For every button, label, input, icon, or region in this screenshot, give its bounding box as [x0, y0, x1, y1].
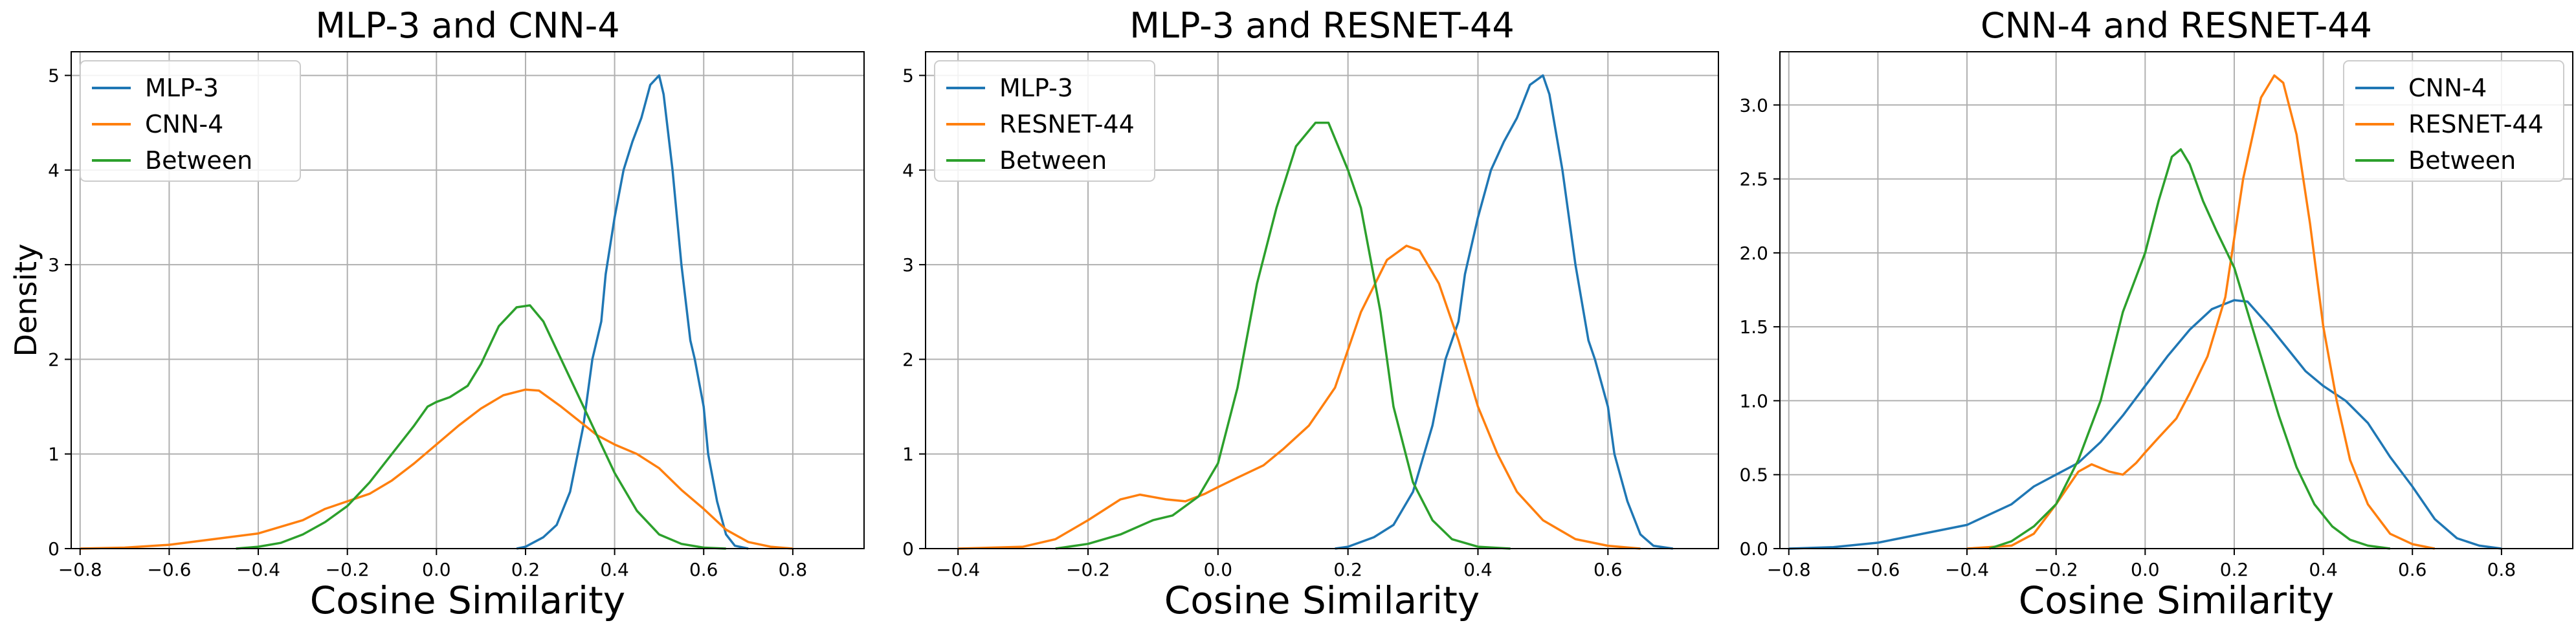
legend: CNN-4 RESNET-44 Between: [2343, 60, 2564, 182]
y-tick-label: 0.5: [1739, 465, 1768, 486]
y-tick-label: 2.0: [1739, 243, 1768, 264]
legend-label: CNN-4: [145, 110, 223, 138]
x-axis-label: Cosine Similarity: [1164, 578, 1480, 622]
chart-title: MLP-3 and RESNET-44: [1129, 5, 1514, 46]
y-tick-label: 3: [902, 254, 914, 276]
legend-box: [2343, 60, 2564, 182]
y-tick-label: 1: [48, 444, 60, 465]
legend-label: Between: [999, 146, 1107, 175]
y-tick-label: 4: [902, 160, 914, 181]
series-line-cnn-4: [80, 388, 794, 550]
x-tick-label: 0.6: [689, 559, 718, 580]
x-tick-label: −0.4: [936, 559, 980, 580]
chart-title: MLP-3 and CNN-4: [315, 5, 619, 46]
x-tick-label: 0.4: [1463, 559, 1493, 580]
series-line-between: [236, 304, 726, 550]
y-tick-label: 0.0: [1739, 538, 1768, 560]
x-tick-label: −0.8: [58, 559, 102, 580]
x-tick-label: 0.6: [1593, 559, 1623, 580]
y-tick-label: 0: [48, 538, 60, 560]
legend: MLP-3 RESNET-44 Between: [934, 60, 1155, 182]
series-line-mlp-3: [516, 74, 749, 550]
x-tick-label: 0.0: [2131, 559, 2160, 580]
legend: MLP-3 CNN-4 Between: [80, 60, 301, 182]
legend-box: [934, 60, 1155, 182]
y-tick-label: 5: [902, 65, 914, 87]
y-tick-label: 1: [902, 444, 914, 465]
y-tick-label: 2: [48, 349, 60, 370]
legend-label: CNN-4: [2408, 74, 2487, 102]
x-tick-label: 0.4: [2309, 559, 2338, 580]
chart-panel-1: −0.8 −0.6 −0.4 −0.2 0.0 0.2 0.4 0.6 0.8 0 1 2 3 4 5 MLP…: [8, 5, 865, 622]
y-tick-label: 1.5: [1739, 316, 1768, 338]
x-axis-label: Cosine Similarity: [310, 578, 625, 622]
x-tick-label: 0.2: [511, 559, 540, 580]
chart-panel-2: −0.4 −0.2 0.0 0.2 0.4 0.6 0 1 2 3 4 5 MLP-3 and RESN…: [902, 5, 1719, 622]
x-tick-label: −0.8: [1767, 559, 1811, 580]
y-tick-label: 2.5: [1739, 169, 1768, 190]
x-tick-label: −0.2: [326, 559, 370, 580]
y-tick-label: 1.0: [1739, 390, 1768, 411]
chart-title: CNN-4 and RESNET-44: [1981, 5, 2372, 46]
y-tick-label: 2: [902, 349, 914, 370]
series-line-cnn-4: [1788, 299, 2502, 550]
y-tick-label: 5: [48, 65, 60, 87]
x-tick-label: −0.6: [147, 559, 191, 580]
axes-frame: [1779, 51, 2573, 549]
legend-label: MLP-3: [145, 74, 219, 102]
x-tick-label: −0.4: [236, 559, 280, 580]
series-line-between: [1988, 148, 2391, 550]
series-line-between: [1055, 121, 1511, 550]
x-tick-label: 0.2: [2220, 559, 2249, 580]
x-tick-label: −0.2: [2034, 559, 2078, 580]
x-axis-label: Cosine Similarity: [2019, 578, 2334, 622]
axes-frame: [71, 51, 865, 549]
legend-label: Between: [145, 146, 252, 175]
y-tick-label: 4: [48, 160, 60, 181]
x-tick-label: 0.4: [600, 559, 629, 580]
x-tick-label: 0.0: [1204, 559, 1233, 580]
legend-label: RESNET-44: [2408, 110, 2544, 138]
x-tick-label: 0.2: [1333, 559, 1362, 580]
legend-label: Between: [2408, 146, 2516, 175]
x-tick-label: 0.8: [779, 559, 808, 580]
x-tick-label: −0.4: [1945, 559, 1989, 580]
y-axis-label: Density: [8, 244, 43, 357]
series-line-resnet-44: [1966, 74, 2436, 550]
x-tick-label: −0.2: [1066, 559, 1110, 580]
x-tick-label: −0.6: [1856, 559, 1900, 580]
series-line-resnet-44: [958, 245, 1641, 550]
axes-frame: [925, 51, 1719, 549]
x-tick-label: 0.6: [2398, 559, 2427, 580]
y-tick-label: 3.0: [1739, 94, 1768, 116]
legend-label: RESNET-44: [999, 110, 1135, 138]
x-tick-label: 0.8: [2487, 559, 2516, 580]
series-line-mlp-3: [1335, 74, 1673, 550]
y-tick-label: 0: [902, 538, 914, 560]
chart-panel-3: −0.8 −0.6 −0.4 −0.2 0.0 0.2 0.4 0.6 0.8 0.0 0.5 1.0…: [1739, 5, 2573, 622]
legend-box: [80, 60, 301, 182]
y-tick-label: 3: [48, 254, 60, 276]
legend-label: MLP-3: [999, 74, 1073, 102]
x-tick-label: 0.0: [422, 559, 451, 580]
